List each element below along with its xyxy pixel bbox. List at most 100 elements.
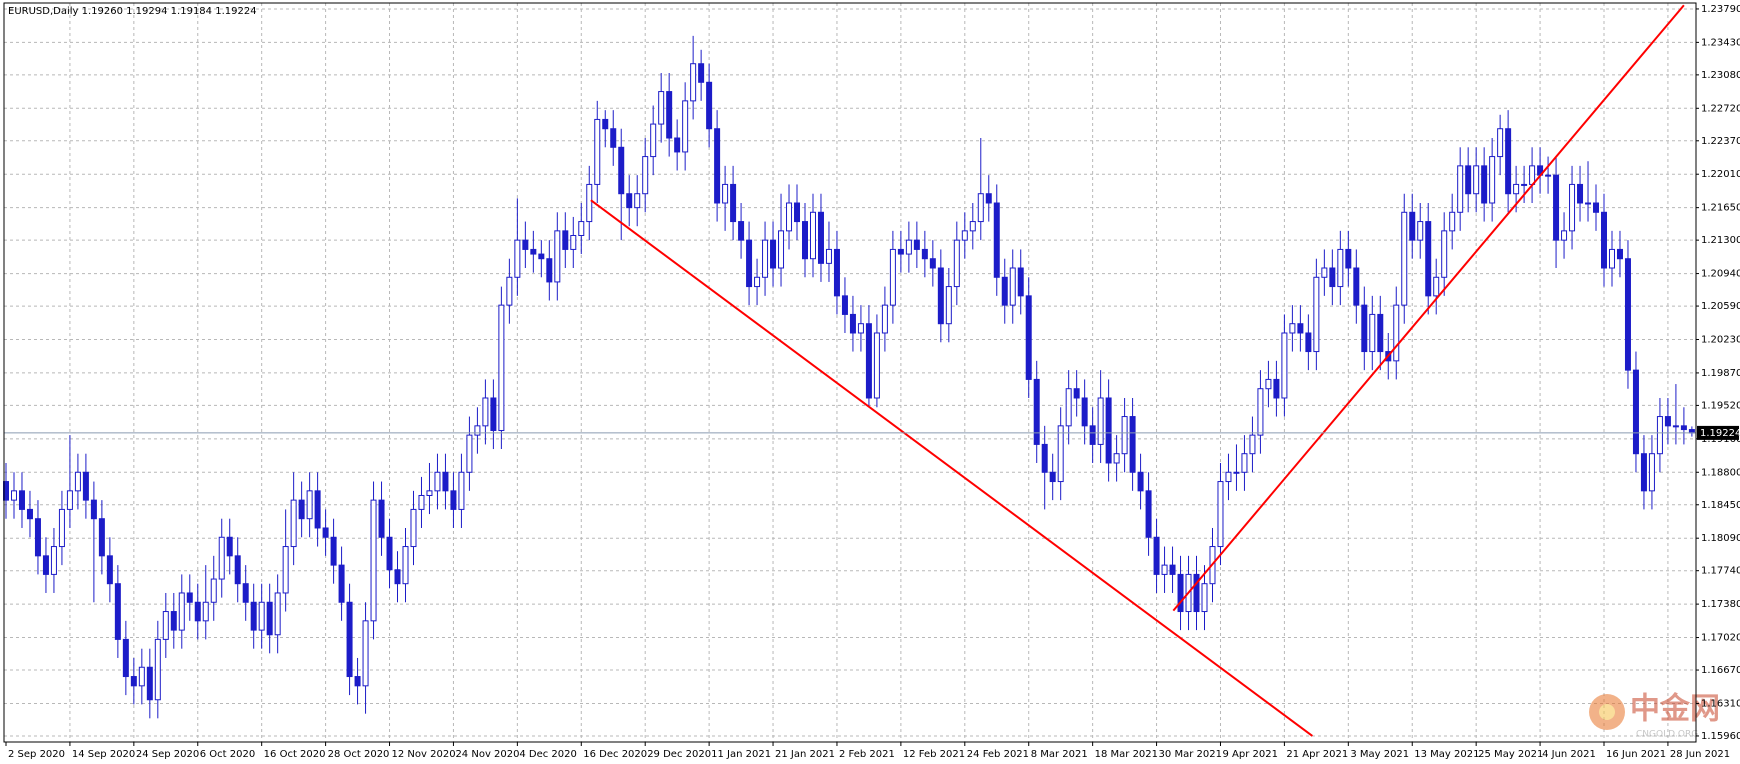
candle-body (969, 221, 976, 232)
candle-body (921, 248, 928, 260)
candle-body (1569, 183, 1576, 232)
candle-body (1321, 267, 1328, 278)
x-tick-label: 3 May 2021 (1350, 749, 1409, 760)
trendline (1172, 4, 1685, 612)
candle-body (594, 118, 601, 185)
x-tick-label: 28 Oct 2020 (328, 749, 390, 760)
candle-body (482, 397, 489, 427)
y-tick-label: 1.16670 (1701, 665, 1740, 676)
candle-body (1513, 183, 1520, 195)
candle-body (586, 183, 593, 223)
candle-body (66, 490, 73, 510)
x-tick-label: 16 Dec 2020 (583, 749, 647, 760)
candle-body (706, 81, 713, 130)
x-tick-label: 24 Sep 2020 (136, 749, 199, 760)
candle-body (1297, 323, 1304, 334)
candle-body (1656, 416, 1663, 455)
y-tick-label: 1.23790 (1701, 4, 1740, 15)
candle-body (186, 592, 193, 603)
candle-body (865, 323, 872, 399)
candle-body (1672, 425, 1679, 428)
candle-body (402, 546, 409, 585)
watermark-logo-inner (1599, 704, 1615, 720)
candle-body (913, 239, 920, 250)
candle-body (258, 601, 265, 631)
candle-body (58, 508, 65, 548)
candle-body (602, 118, 609, 130)
y-tick-label: 1.16310 (1701, 698, 1740, 709)
candle-body (1033, 378, 1040, 445)
y-tick-label: 1.21650 (1701, 203, 1740, 214)
candle-body (42, 555, 49, 575)
y-tick-label: 1.18800 (1701, 467, 1740, 478)
candle-body (682, 100, 689, 153)
y-tick-label: 1.23430 (1701, 37, 1740, 48)
candle-body (881, 304, 888, 334)
candle-body (1241, 453, 1248, 473)
candle-body (1401, 211, 1408, 306)
candle-body (250, 601, 257, 631)
candle-body (1193, 573, 1200, 613)
x-tick-label: 16 Oct 2020 (264, 749, 326, 760)
y-tick-label: 1.21300 (1701, 235, 1740, 246)
candle-body (498, 304, 505, 431)
candle-body (226, 536, 233, 557)
candle-body (290, 499, 297, 548)
candle-body (442, 471, 449, 492)
candle-body (1648, 453, 1655, 492)
candle-body (130, 676, 137, 687)
candle-body (210, 578, 217, 603)
candle-body (993, 202, 1000, 278)
x-tick-label: 9 Apr 2021 (1222, 749, 1277, 760)
candle-body (1233, 471, 1240, 474)
candle-body (194, 601, 201, 622)
candle-body (1369, 313, 1376, 353)
x-tick-label: 2 Sep 2020 (8, 749, 65, 760)
candle-body (1265, 378, 1272, 390)
candle-body (1145, 490, 1152, 538)
candle-body (1640, 453, 1647, 492)
candle-body (162, 611, 169, 640)
candle-body (458, 471, 465, 510)
candles (3, 35, 1695, 719)
y-tick-label: 1.23080 (1701, 70, 1740, 81)
candle-body (634, 193, 641, 209)
candle-body (1273, 378, 1280, 399)
y-tick-label: 1.22010 (1701, 169, 1740, 180)
x-tick-label: 13 May 2021 (1414, 749, 1479, 760)
y-tick-label: 1.17380 (1701, 599, 1740, 610)
candle-body (1505, 128, 1512, 195)
candle-body (1089, 425, 1096, 445)
candle-body (1313, 276, 1320, 353)
candle-body (554, 230, 561, 283)
candle-body (770, 239, 777, 269)
candle-body (1337, 248, 1344, 288)
candle-body (122, 638, 129, 678)
candle-body (1097, 397, 1104, 445)
candle-body (1624, 258, 1631, 371)
candle-body (1073, 388, 1080, 399)
candle-body (378, 499, 385, 538)
candle-body (1049, 471, 1056, 483)
candle-body (154, 638, 161, 701)
candle-body (106, 555, 113, 585)
candle-body (1521, 183, 1528, 186)
y-tick-label: 1.20230 (1701, 334, 1740, 345)
candle-body (146, 666, 153, 701)
candle-body (178, 592, 185, 631)
candle-body (1545, 174, 1552, 177)
candle-body (570, 234, 577, 250)
candle-body (1433, 276, 1440, 297)
candle-body (1441, 230, 1448, 278)
candle-body (1161, 564, 1168, 575)
candle-body (802, 221, 808, 260)
x-tick-label: 6 Oct 2020 (200, 749, 255, 760)
candle-body (1257, 388, 1264, 436)
y-tick-label: 1.22370 (1701, 136, 1740, 147)
candle-body (386, 536, 393, 571)
candle-body (514, 239, 521, 278)
overlay (4, 4, 1696, 737)
candle-body (298, 499, 305, 520)
candle-body (714, 128, 721, 204)
